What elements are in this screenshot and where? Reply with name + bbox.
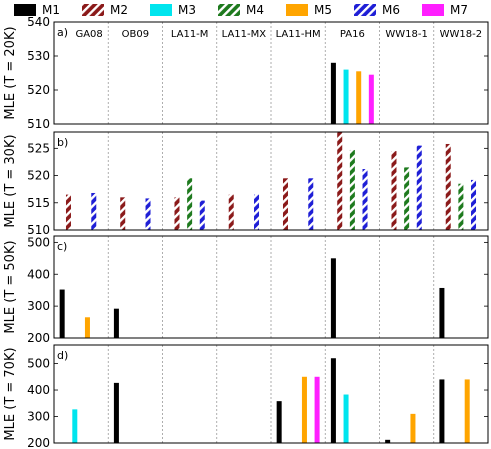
y-tick-label: 515 [27,196,50,210]
bar-m2-pa16 [337,132,343,230]
bar-m4-ww18-2 [458,183,464,230]
bar-m2-la11-mx [228,194,234,230]
legend-label-m2: M2 [110,3,128,17]
y-axis-label: MLE (T = 20K) [3,26,18,119]
legend-label-m6: M6 [382,3,400,17]
y-tick-label: 525 [27,141,50,155]
y-tick-label: 400 [27,267,50,281]
bar-m3-ga08 [72,409,78,443]
legend-label-m3: M3 [178,3,196,17]
y-tick-label: 300 [27,410,50,424]
bar-m4-la11-m [187,178,193,230]
panel-frame [53,344,489,444]
category-label-la11-mx: LA11-MX [222,29,267,40]
legend-swatch-m7 [422,4,444,16]
bar-m6-ga08 [91,192,97,230]
category-label-ob09: OB09 [122,29,149,40]
y-tick-label: 200 [27,436,50,449]
bar-m6-ww18-2 [471,179,477,230]
panel-4: 200 300 400 500 MLE (T = 70K) d) [3,344,489,449]
y-tick-label: 300 [27,299,50,313]
legend-swatch-m2 [82,4,104,16]
panel-letter: a) [57,26,68,39]
legend-swatch-m5 [286,4,308,16]
y-tick-label: 510 [27,223,50,237]
panel-frame [53,235,489,339]
bar-m1-ob09 [113,308,119,338]
y-tick-label: 520 [27,83,50,97]
y-tick-label: 510 [27,117,50,131]
legend-label-m4: M4 [246,3,264,17]
y-tick-label: 400 [27,383,50,397]
bar-m2-ww18-2 [445,143,451,230]
y-tick-label: 500 [27,357,50,371]
category-label-ga08: GA08 [75,29,102,40]
legend-label-m1: M1 [42,3,60,17]
bar-m6-la11-m [199,200,205,230]
y-tick-label: 500 [27,235,50,249]
bar-m4-ww18-1 [404,167,410,230]
bar-m1-ga08 [59,289,65,338]
y-tick-label: 540 [27,15,50,29]
y-axis-label: MLE (T = 30K) [3,134,18,227]
bar-m5-ww18-1 [410,413,416,443]
legend-swatch-m1 [14,4,36,16]
legend: M1 M2 M3 M4 M5 M6 M7 [14,3,468,17]
bar-m2-la11-hm [282,178,288,230]
bar-m6-pa16 [362,169,368,230]
bar-m3-pa16 [343,394,349,443]
bar-m7-la11-hm [314,376,320,443]
bar-m6-la11-hm [308,178,314,230]
panel-frame [53,21,489,125]
bar-m1-la11-hm [276,401,282,443]
panel-1: 510 520 530 540 MLE (T = 20K) a) GA08 OB09 LA11-… [3,15,489,131]
panel-frame [53,131,489,231]
bar-m5-la11-hm [301,376,307,443]
y-tick-label: 530 [27,49,50,63]
panels: 510 520 530 540 MLE (T = 20K) a) GA08 OB09 LA11-… [3,15,489,449]
legend-swatch-m4 [218,4,240,16]
category-label-la11-m: LA11-M [171,29,209,40]
legend-swatch-m6 [354,4,376,16]
bar-m2-la11-m [174,197,180,230]
category-label-ww18-2: WW18-2 [440,29,482,40]
y-tick-label: 200 [27,331,50,345]
category-label-pa16: PA16 [340,29,365,40]
panel-letter: d) [57,349,68,362]
bar-m2-ww18-1 [391,151,397,230]
panel-letter: b) [57,136,68,149]
legend-label-m7: M7 [450,3,468,17]
bar-m1-ww18-1 [385,439,391,443]
category-label-ww18-1: WW18-1 [385,29,427,40]
bar-m1-pa16 [330,62,336,124]
bar-m4-pa16 [349,149,355,230]
y-tick-label: 520 [27,169,50,183]
legend-label-m5: M5 [314,3,332,17]
bar-m6-ob09 [145,198,151,230]
bar-m1-ww18-2 [439,379,445,443]
bar-m6-la11-mx [254,194,260,230]
bar-m1-ob09 [113,382,119,443]
bar-m5-ga08 [84,317,90,338]
y-axis-label: MLE (T = 50K) [3,240,18,333]
bar-m6-ww18-1 [416,145,422,230]
legend-swatch-m3 [150,4,172,16]
bar-m7-pa16 [368,74,374,124]
bar-m1-pa16 [330,358,336,443]
y-axis-label: MLE (T = 70K) [3,347,18,440]
panel-2: 510 515 520 525 MLE (T = 30K) b) [3,131,489,237]
bar-m5-ww18-2 [464,379,470,443]
panel-letter: c) [57,240,67,253]
bar-m1-pa16 [330,258,336,338]
bar-m2-ob09 [120,197,126,230]
panel-3: 200 300 400 500 MLE (T = 50K) c) [3,235,489,345]
bar-m2-ga08 [65,194,71,230]
bar-m3-pa16 [343,69,349,124]
bar-m5-pa16 [356,71,362,124]
category-label-la11-hm: LA11-HM [276,29,321,40]
bar-m1-ww18-2 [439,287,445,338]
